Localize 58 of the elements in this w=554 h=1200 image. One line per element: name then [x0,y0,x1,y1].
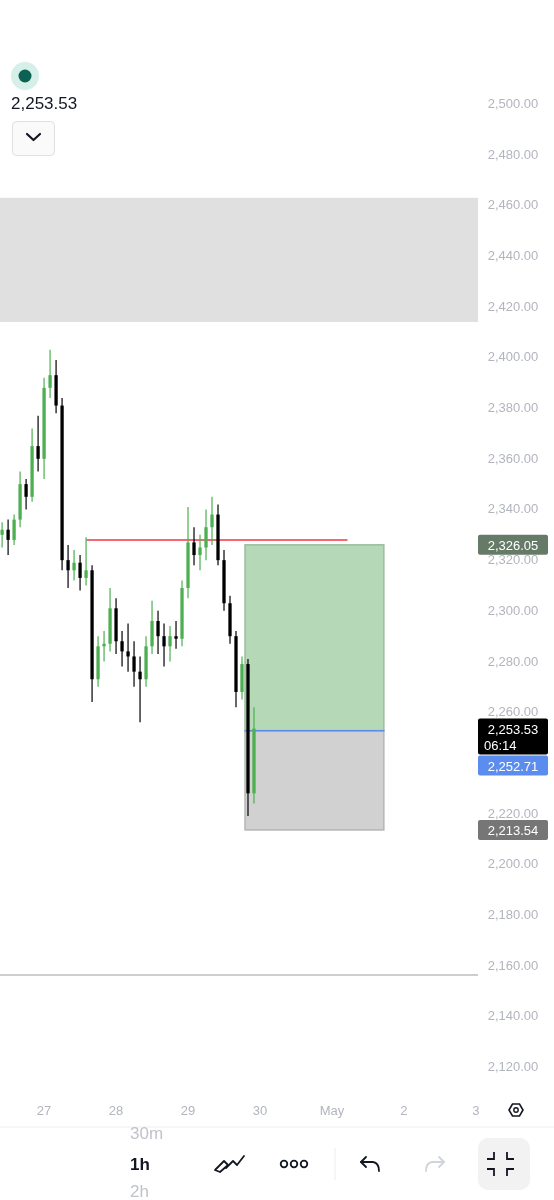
y-tick-label: 2,160.00 [487,957,539,973]
candlestick [192,526,196,566]
candlestick [120,630,124,668]
y-tick-label: 2,500.00 [487,96,539,111]
y-tick-label: 2,320.00 [487,552,539,568]
candlestick [72,549,76,582]
x-tick-label: 28 [108,1103,124,1118]
y-tick-label: 2,140.00 [487,1008,539,1024]
candlestick [102,630,106,663]
y-tick-label: 2,460.00 [487,197,539,213]
y-tick-label: 2,440.00 [487,248,539,264]
text: 06:14 [484,737,517,753]
y-tick-label: 2,200.00 [487,856,539,872]
candlestick [168,625,172,663]
y-tick-label: 2,360.00 [487,450,539,466]
candlestick [12,513,16,546]
y-tick-label: 2,300.00 [487,602,539,618]
x-tick-label: 2 [400,1103,408,1118]
candlestick [132,640,136,688]
y-tick-label: 2,326.05 [487,537,539,553]
candlestick [48,349,52,399]
y-tick-label: 2,380.00 [487,400,539,416]
text: 2h [130,1182,149,1200]
x-tick-label: 3 [472,1103,480,1118]
candlestick [78,554,82,592]
candlestick [84,536,88,587]
candlestick [0,521,4,549]
candlestick [198,534,202,571]
annotation: 2,253.53 [11,94,78,113]
candlestick [204,508,208,561]
candlestick [6,519,10,556]
text: 2,252.71 [487,758,539,774]
x-tick-label: 27 [36,1103,52,1118]
candlestick [66,544,70,589]
x-tick-label: 30 [252,1103,268,1118]
candlestick [162,622,166,668]
y-tick-label: 2,180.00 [487,906,539,922]
candlestick [36,415,40,473]
y-tick-label: 2,340.00 [487,501,539,517]
x-tick-label: May [319,1103,345,1118]
y-tick-label: 2,400.00 [487,349,539,365]
text: 1h [130,1155,150,1174]
y-tick-label: 2,280.00 [487,653,539,669]
candlestick [210,496,214,546]
candlestick [174,620,178,650]
text: 30m [130,1124,164,1143]
y-tick-label: 2,220.00 [487,805,539,821]
y-tick-label: 2,480.00 [487,146,539,162]
x-tick-label: 29 [180,1103,196,1118]
candlestick [156,610,160,655]
y-tick-label: 2,213.54 [487,822,539,838]
y-tick-label: 2,120.00 [487,1059,539,1074]
candlestick [138,655,142,723]
y-tick-label: 2,420.00 [487,298,539,314]
candlestick [24,478,28,511]
y-tick-label: 2,253.53 [487,721,539,737]
y-tick-label: 2,260.00 [487,704,539,720]
candlestick [126,622,130,673]
